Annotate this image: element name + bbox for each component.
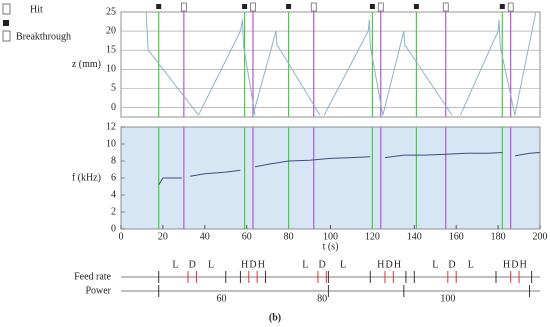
x-tick-label: 120	[365, 231, 380, 242]
x-tick-label: 180	[491, 231, 506, 242]
hit-marker	[156, 4, 162, 9]
y-tick-label: 15	[106, 44, 116, 55]
row-segment-label: 80	[317, 293, 327, 304]
row-segment-label: H	[377, 259, 384, 270]
hit-marker	[286, 4, 292, 9]
row-segment-label: 60	[217, 293, 227, 304]
y-tick-label: 5	[111, 83, 116, 94]
row-segment-label: H	[394, 259, 401, 270]
x-tick-label: 160	[449, 231, 464, 242]
x-axis-label: t (s)	[323, 241, 339, 252]
y-tick-label: 0	[111, 102, 116, 113]
row-segment-label: D	[249, 259, 256, 270]
row-segment-label: L	[208, 259, 214, 270]
breakthrough-marker	[377, 2, 384, 12]
x-tick-label: 140	[407, 231, 422, 242]
y-tick-label: 20	[106, 25, 116, 36]
hit-marker	[499, 4, 505, 9]
row-segment-label: L	[432, 259, 438, 270]
caption: (b)	[269, 312, 281, 323]
row-label: Power	[85, 285, 111, 296]
row-segment-label: D	[189, 259, 196, 270]
row-segment-label: L	[302, 259, 308, 270]
row-label: Feed rate	[74, 271, 111, 282]
y-axis-label: f (kHz)	[72, 172, 101, 183]
breakthrough-marker	[507, 2, 514, 12]
x-tick-label: 80	[284, 231, 294, 242]
row-segment-label: L	[468, 259, 474, 270]
row-segment-label: D	[386, 259, 393, 270]
breakthrough-marker	[250, 2, 256, 12]
y-tick-label: 12	[106, 121, 116, 132]
legend-hit: Hit	[30, 4, 43, 15]
y-tick-label: 8	[111, 155, 116, 166]
x-tick-label: 200	[533, 231, 548, 242]
row-segment-label: H	[258, 259, 265, 270]
x-tick-label: 60	[242, 231, 252, 242]
y-tick-label: 10	[106, 64, 116, 75]
y-tick-label: 2	[111, 206, 116, 217]
y-tick-label: 10	[106, 138, 116, 149]
hit-marker	[242, 4, 248, 9]
row-segment-label: H	[503, 259, 510, 270]
series-line	[158, 152, 541, 186]
breakthrough-marker	[181, 2, 187, 12]
x-tick-label: 20	[158, 231, 168, 242]
spectrogram-bg	[121, 127, 540, 229]
row-segment-label: D	[448, 259, 455, 270]
hit-marker	[413, 4, 419, 9]
y-tick-label: 25	[106, 6, 116, 17]
row-segment-label: L	[340, 259, 346, 270]
x-tick-label: 40	[200, 231, 210, 242]
breakthrough-legend-icon	[2, 30, 11, 42]
row-segment-label: H	[241, 259, 248, 270]
y-axis-label: z (mm)	[72, 59, 101, 70]
hit-legend-square	[3, 20, 9, 26]
legend-breakthrough: Breakthrough	[16, 31, 71, 42]
x-tick-label: 0	[119, 231, 124, 242]
row-segment-label: D	[319, 259, 326, 270]
y-tick-label: 0	[111, 223, 116, 234]
series-line	[145, 11, 537, 116]
row-segment-label: H	[520, 259, 527, 270]
row-segment-label: L	[172, 259, 178, 270]
breakthrough-marker	[442, 2, 449, 12]
y-tick-label: 6	[111, 172, 116, 183]
x-tick-label: 100	[323, 231, 338, 242]
row-segment-label: D	[511, 259, 518, 270]
hit-marker	[369, 4, 375, 9]
row-segment-label: 100	[440, 293, 455, 304]
breakthrough-marker	[310, 2, 317, 12]
hit-legend-icon	[2, 3, 11, 15]
y-tick-label: 4	[111, 189, 116, 200]
